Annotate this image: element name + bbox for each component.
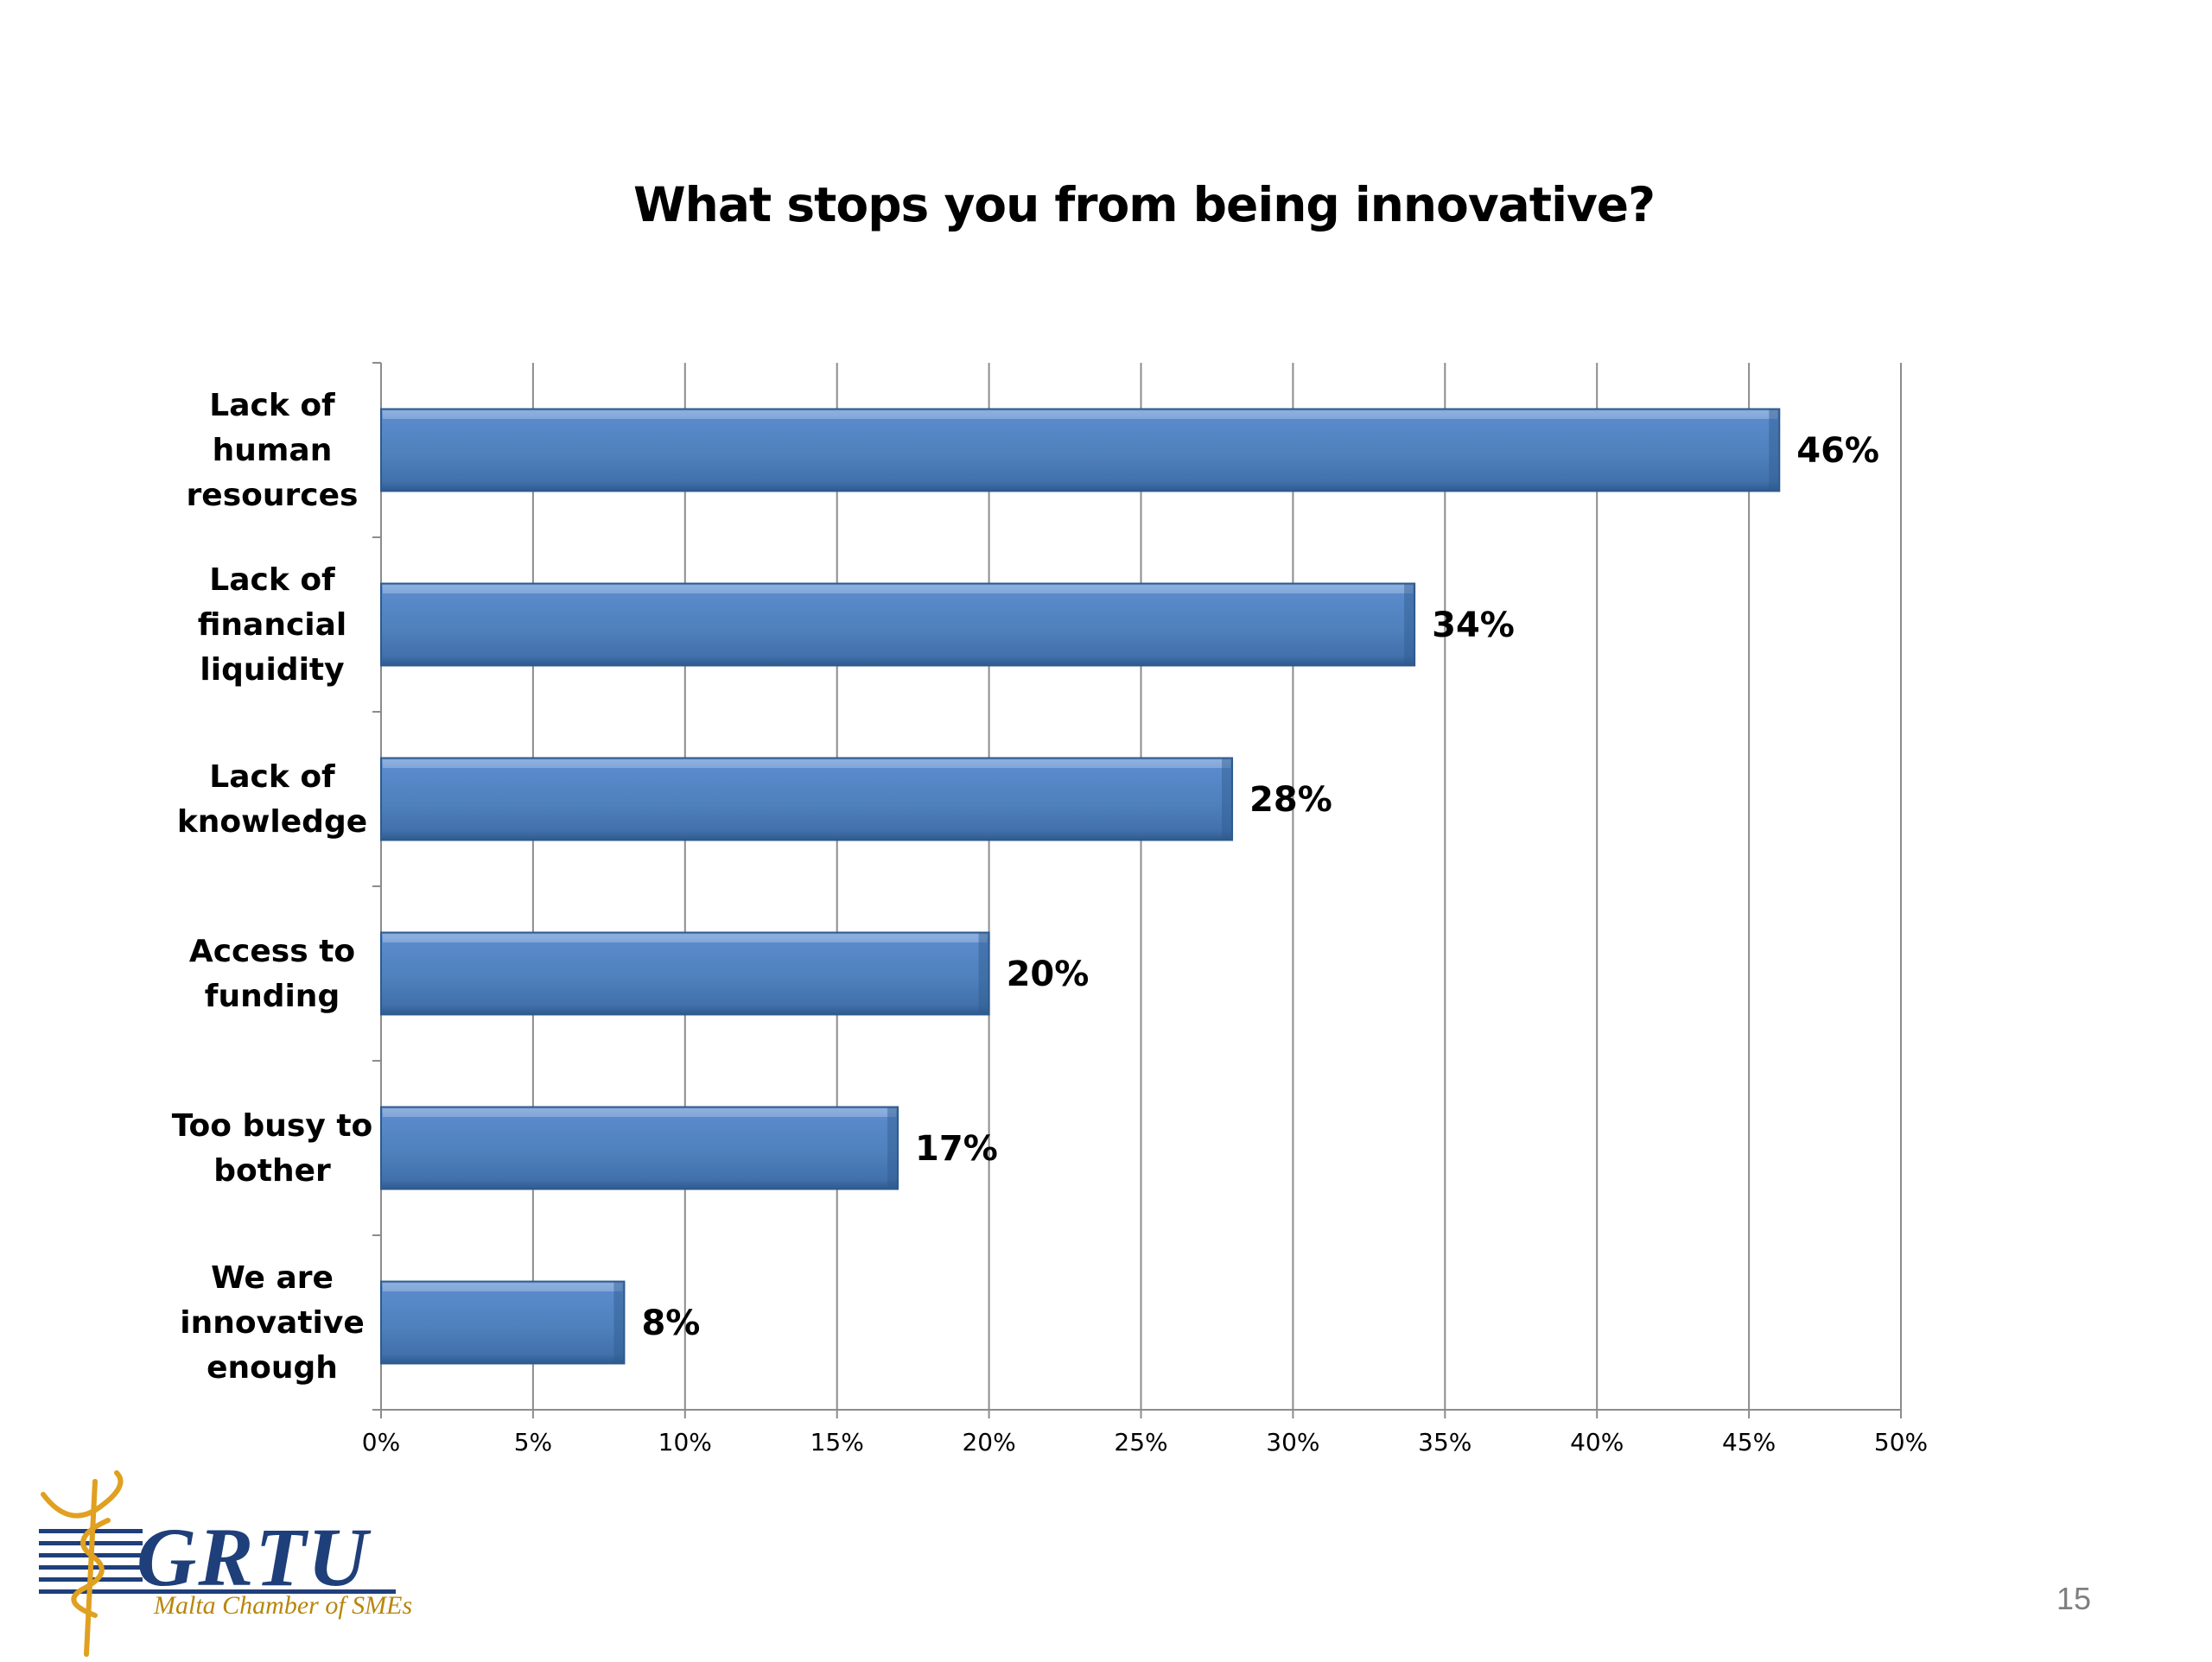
data-label: 34%	[1432, 606, 1515, 645]
axes	[372, 362, 1902, 1418]
x-tick-label: 15%	[810, 1428, 864, 1456]
x-tick-label: 35%	[1418, 1428, 1471, 1456]
bars	[380, 408, 1781, 1365]
grtu-logo: GRTU	[35, 1469, 441, 1659]
bar-highlight	[383, 934, 988, 943]
bar	[380, 582, 1416, 667]
x-tick-label: 45%	[1722, 1428, 1776, 1456]
bar	[380, 931, 990, 1016]
bar-end-shade	[978, 932, 989, 1015]
chart-title: What stops you from being innovative?	[633, 177, 1656, 232]
x-tick-label: 5%	[514, 1428, 552, 1456]
bar-end-shade	[613, 1281, 625, 1364]
bar-end-shade	[1404, 583, 1415, 666]
bar	[380, 1106, 899, 1190]
x-tick-label: 20%	[962, 1428, 1015, 1456]
bar-highlight	[383, 759, 1231, 769]
logo-subtitle: Malta Chamber of SMEs	[154, 1591, 413, 1620]
category-label: Lack of knowledge	[177, 759, 367, 840]
category-label: Access to funding	[189, 934, 355, 1014]
data-label: 46%	[1796, 431, 1879, 471]
bar	[380, 1280, 626, 1365]
data-label: 8%	[641, 1304, 700, 1343]
bar-end-shade	[887, 1107, 899, 1189]
category-label: We are innovative enough	[180, 1260, 365, 1386]
bar	[380, 757, 1234, 841]
bar-highlight	[383, 1108, 897, 1118]
labels: 0% 5% 10% 15% 20% 25% 30% 35% 40% 45% 50% 46% Lack o…	[172, 388, 1928, 1456]
bar-highlight	[383, 410, 1778, 420]
data-label: 17%	[915, 1129, 998, 1169]
slide-number: 15	[2056, 1581, 2091, 1616]
bar-highlight	[383, 1283, 623, 1292]
x-tick-label: 25%	[1114, 1428, 1167, 1456]
gridlines	[531, 363, 1902, 1410]
x-tick-label: 40%	[1570, 1428, 1624, 1456]
data-label: 28%	[1249, 780, 1332, 820]
bar-end-shade	[1222, 758, 1233, 841]
x-tick-label: 0%	[362, 1428, 400, 1456]
data-label: 20%	[1007, 955, 1090, 994]
x-tick-label: 10%	[658, 1428, 712, 1456]
grtu-logo-graphic: GRTU	[39, 1470, 396, 1657]
category-label: Lack of human resources	[187, 388, 359, 513]
bar	[380, 408, 1781, 492]
category-label: Lack of financial liquidity	[198, 562, 347, 688]
x-tick-label: 30%	[1266, 1428, 1319, 1456]
bar-end-shade	[1769, 409, 1780, 492]
bar-highlight	[383, 585, 1414, 594]
x-tick-label: 50%	[1874, 1428, 1928, 1456]
svg-text:GRTU: GRTU	[137, 1511, 372, 1603]
category-label: Too busy to bother	[172, 1108, 373, 1189]
